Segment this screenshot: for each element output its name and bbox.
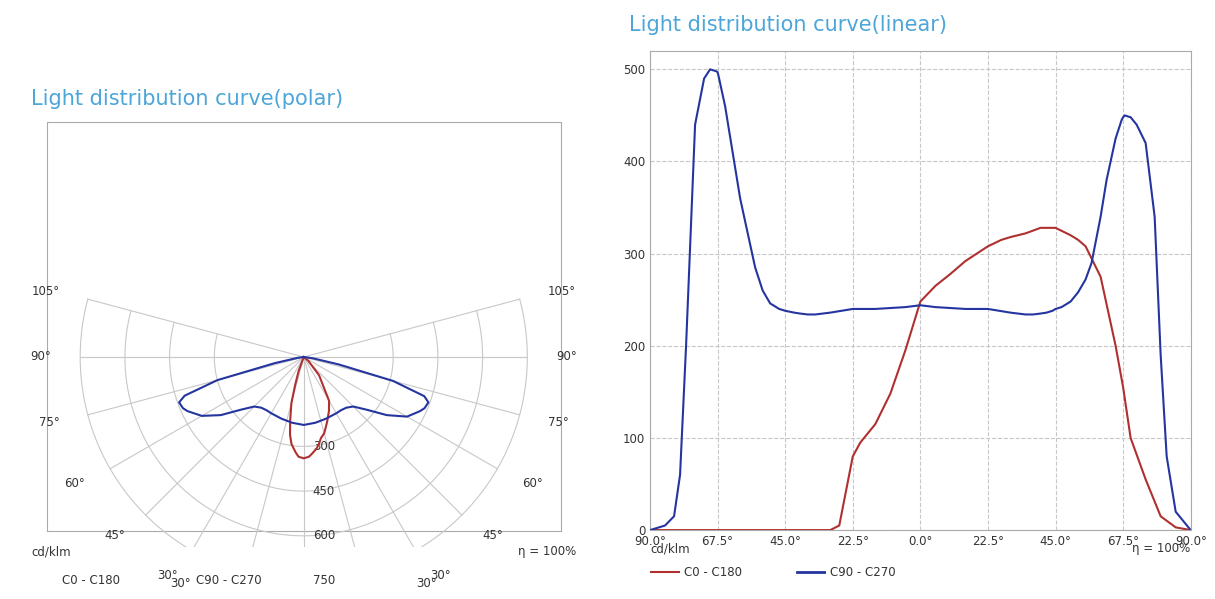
Text: 30°: 30°	[417, 577, 437, 589]
Text: 75°: 75°	[39, 416, 60, 429]
Text: C90 - C270: C90 - C270	[197, 574, 262, 587]
Text: 90°: 90°	[556, 350, 577, 364]
Text: 45°: 45°	[482, 529, 503, 542]
Text: η = 100%: η = 100%	[519, 545, 576, 558]
Text: 450: 450	[312, 485, 335, 498]
Text: η = 100%: η = 100%	[1132, 542, 1191, 555]
Text: 75°: 75°	[548, 416, 569, 429]
Text: 60°: 60°	[64, 477, 85, 490]
Text: 45°: 45°	[104, 529, 125, 542]
Text: 90°: 90°	[30, 350, 51, 364]
Text: 300: 300	[312, 440, 335, 453]
Text: C90 - C270: C90 - C270	[830, 565, 895, 579]
Text: Light distribution curve(polar): Light distribution curve(polar)	[32, 89, 343, 109]
Text: 750: 750	[312, 574, 335, 587]
Text: 30°: 30°	[157, 569, 177, 582]
Text: 30°: 30°	[430, 569, 451, 582]
Text: 60°: 60°	[522, 477, 543, 490]
Text: 600: 600	[312, 530, 335, 542]
Text: 105°: 105°	[32, 285, 60, 298]
Text: C0 - C180: C0 - C180	[62, 574, 120, 587]
Text: 30°: 30°	[170, 577, 191, 589]
Text: Light distribution curve(linear): Light distribution curve(linear)	[629, 15, 948, 35]
Text: cd/klm: cd/klm	[650, 542, 690, 555]
Text: C0 - C180: C0 - C180	[684, 565, 742, 579]
Text: cd/klm: cd/klm	[32, 545, 70, 558]
Text: 105°: 105°	[548, 285, 576, 298]
